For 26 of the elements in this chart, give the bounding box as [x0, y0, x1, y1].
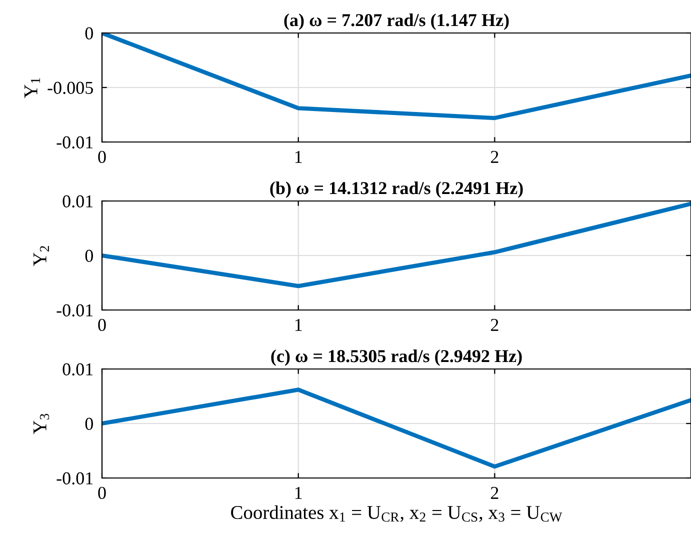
y-tick-label: 0 [85, 27, 93, 40]
x-tick-label: 1 [295, 318, 302, 331]
y-tick-label: -0.01 [56, 472, 93, 485]
x-tick-label: 0 [98, 150, 106, 164]
y-axis-title: Y$_{3}$ [34, 414, 50, 434]
y-tick-label: -0.005 [48, 82, 93, 94]
y-tick-label: 0.01 [62, 363, 93, 376]
y-tick-label: -0.01 [56, 304, 93, 317]
chart-title: (a) ω = 7.207 rad/s (1.147 Hz) [284, 14, 509, 30]
y-axis-title: Y$_{2}$ [34, 246, 49, 266]
chart-title: (c) ω = 18.5305 rad/s (2.9492 Hz) [271, 350, 522, 366]
y-tick-label: 0.01 [62, 195, 93, 208]
x-tick-label: 2 [490, 486, 498, 499]
x-tick-label: 0 [98, 486, 106, 500]
chart-title: (b) ω = 14.1312 rad/s (2.2491 Hz) [270, 182, 523, 198]
x-tick-label: 2 [490, 150, 498, 163]
x-tick-label: 1 [295, 150, 302, 163]
y-axis-title: Y$_{1}$ [24, 78, 40, 98]
x-tick-label: 2 [490, 318, 498, 331]
line-series [102, 388, 691, 469]
y-tick-label: 0 [85, 250, 93, 262]
text: Coordinates x$_{1}$ = U$_{CR}$, x$_{2}$ = U$_{CS}$, x$_{3}$ = U$_{CW}$ [231, 505, 562, 522]
y-tick-label: 0 [85, 418, 93, 430]
x-tick-label: 1 [295, 486, 302, 499]
x-tick-label: 0 [98, 318, 106, 332]
y-tick-label: -0.01 [56, 136, 93, 149]
